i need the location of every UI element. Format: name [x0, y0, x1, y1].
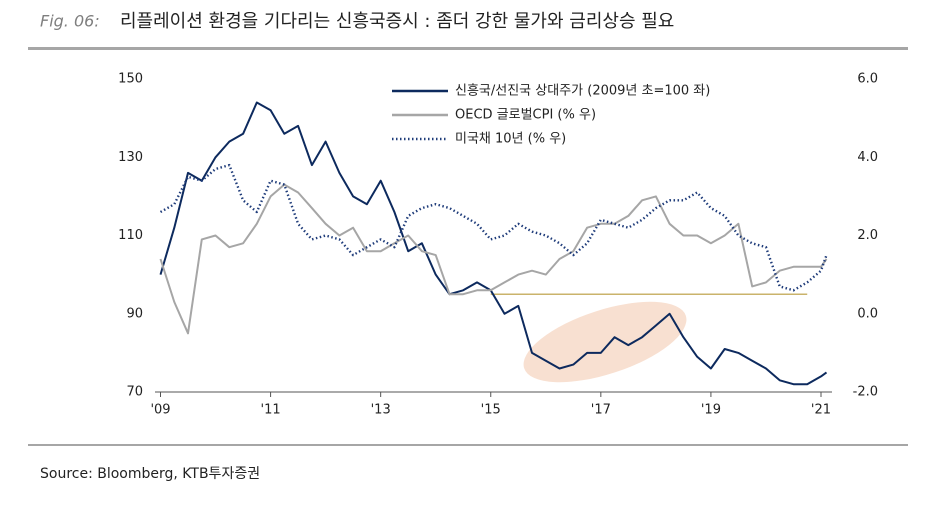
chart-title: 리플레이션 환경을 기다리는 신흥국증시 : 좀더 강한 물가와 금리상승 필요	[120, 11, 674, 32]
y-tick-label: 90	[126, 306, 143, 321]
legend-label: 미국채 10년 (% 우)	[455, 132, 566, 147]
x-tick-label: '21	[811, 403, 831, 418]
y-tick-label: 150	[118, 72, 143, 87]
y-tick-label: 110	[118, 228, 143, 243]
y-tick-label: 130	[118, 150, 143, 165]
legend-label: 신흥국/선진국 상대주가 (2009년 초=100 좌)	[455, 84, 710, 99]
highlight	[523, 301, 687, 383]
x-tick-label: '09	[150, 403, 170, 418]
x-tick-label: '17	[591, 403, 611, 418]
y-tick-label: 70	[126, 385, 143, 400]
y2-tick-label: -2.0	[853, 385, 878, 400]
footer-rule	[28, 444, 908, 446]
series-line	[159, 163, 828, 292]
y2-tick-label: 6.0	[857, 72, 878, 87]
series-line	[159, 183, 828, 335]
series-line	[159, 101, 828, 386]
x-tick-label: '11	[261, 403, 281, 418]
y2-tick-label: 0.0	[857, 306, 878, 321]
y2-tick-label: 4.0	[857, 150, 878, 165]
x-tick-label: '13	[371, 403, 391, 418]
title-rule	[28, 47, 908, 50]
source: Source: Bloomberg, KTB투자증권	[40, 466, 260, 482]
legend-label: OECD 글로벌CPI (% 우)	[455, 108, 596, 123]
x-tick-label: '19	[701, 403, 721, 418]
x-tick-label: '15	[481, 403, 501, 418]
y2-tick-label: 2.0	[857, 228, 878, 243]
figure-number: Fig. 06:	[40, 12, 100, 31]
